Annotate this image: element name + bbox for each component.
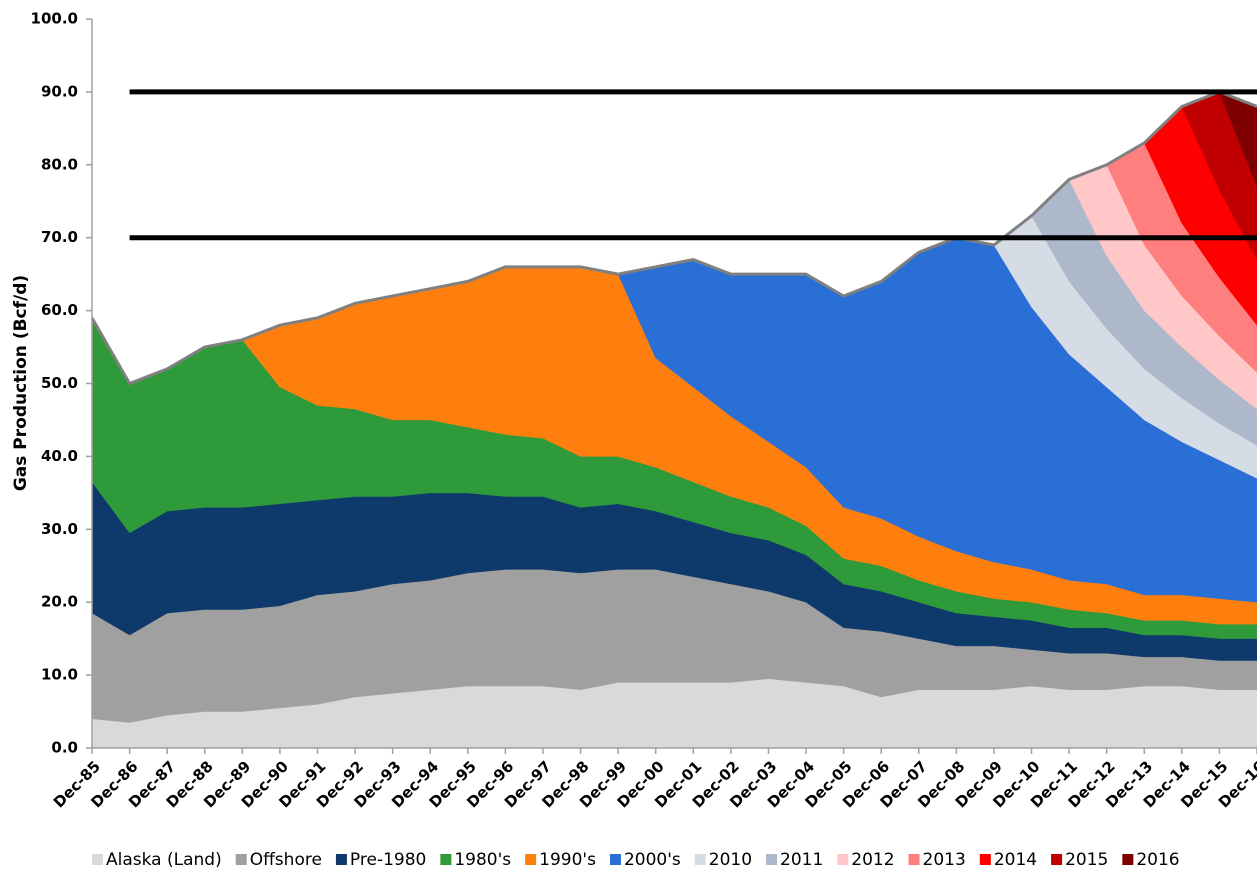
legend-swatch (837, 854, 849, 865)
legend-swatch (609, 854, 621, 865)
y-tick-label: 50.0 (41, 374, 78, 392)
y-tick-label: 100.0 (31, 10, 78, 28)
legend-item: 2010 (694, 850, 752, 870)
y-tick-label: 30.0 (41, 520, 78, 538)
legend-swatch (235, 854, 247, 865)
legend-label: 1990's (539, 850, 596, 870)
legend-label: Offshore (250, 850, 322, 870)
legend-swatch (694, 854, 706, 865)
legend-swatch (525, 854, 537, 865)
legend-swatch (1122, 854, 1134, 865)
legend-label: 2016 (1136, 850, 1179, 870)
legend-item: 2012 (837, 850, 895, 870)
y-tick-label: 0.0 (51, 739, 78, 757)
legend-label: 2015 (1065, 850, 1108, 870)
y-tick-label: 70.0 (41, 228, 78, 246)
legend-swatch (766, 854, 778, 865)
legend-item: 2014 (979, 850, 1037, 870)
y-tick-label: 60.0 (41, 301, 78, 319)
legend-swatch (92, 854, 103, 865)
legend-label: 2010 (709, 850, 752, 870)
legend-label: 1980's (454, 850, 511, 870)
y-tick-label: 80.0 (41, 155, 78, 173)
legend-label: 2012 (851, 850, 894, 870)
y-axis-title: Gas Production (Bcf/d) (11, 275, 31, 491)
legend-label: 2011 (780, 850, 823, 870)
legend-item: 2011 (766, 850, 823, 870)
legend-label: 2013 (923, 850, 966, 870)
y-tick-label: 10.0 (41, 666, 78, 684)
legend-swatch (335, 854, 347, 865)
legend-item: 2013 (908, 850, 966, 870)
y-tick-label: 90.0 (41, 82, 78, 100)
legend-label: Pre-1980 (350, 850, 426, 870)
legend-item: 2000's (609, 850, 681, 870)
legend-swatch (1051, 854, 1063, 865)
legend-label: Alaska (Land) (106, 850, 222, 870)
legend-swatch (440, 854, 452, 865)
legend-item: 2016 (1122, 850, 1180, 870)
legend-item: Pre-1980 (335, 850, 426, 870)
y-tick-label: 20.0 (41, 593, 78, 611)
total-outline (90, 90, 1257, 386)
legend-swatch (979, 854, 991, 865)
legend-item: 1990's (525, 850, 596, 870)
legend-label: 2014 (994, 850, 1037, 870)
legend-item: Alaska (Land) (92, 850, 222, 870)
legend-item: 1980's (440, 850, 511, 870)
legend-item: 2015 (1051, 850, 1108, 870)
legend-swatch (908, 854, 920, 865)
y-tick-label: 40.0 (41, 447, 78, 465)
legend-label: 2000's (624, 850, 681, 870)
legend-item: Offshore (235, 850, 322, 870)
